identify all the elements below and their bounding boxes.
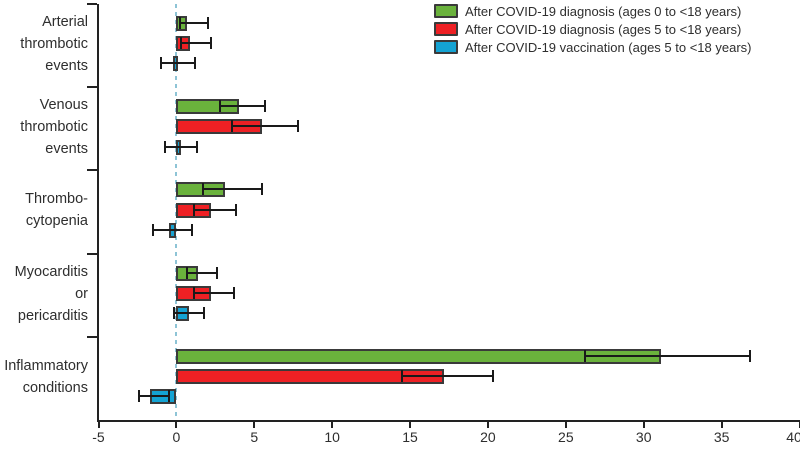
error-bar-line [160,62,196,65]
error-bar-line [187,271,217,274]
legend-item: After COVID-19 diagnosis (ages 5 to <18 … [434,20,752,38]
y-axis-group-tick [87,169,97,172]
error-bar-cap [152,223,155,236]
y-axis-group-tick [87,86,97,89]
y-axis-group-tick [87,335,97,338]
error-bar-line [153,228,192,231]
error-bar-cap [201,183,204,196]
error-bar-line [179,22,208,24]
x-axis-tick [175,422,178,428]
category-label: Venous thrombotic events [20,97,88,158]
x-axis-tick [253,422,256,428]
error-bar-cap [491,370,494,382]
error-bar-cap [167,390,170,403]
x-axis-tick [642,422,645,428]
x-tick-label: 10 [324,429,340,445]
error-bar-cap [190,223,193,236]
error-bar-cap [209,37,212,50]
error-bar-cap [186,266,189,279]
x-axis-tick [97,422,100,428]
x-tick-label: 15 [402,429,418,445]
x-tick-label: 35 [713,429,730,445]
error-bar-cap [138,390,140,403]
error-bar-cap [180,37,183,50]
x-tick-label: 40 [786,429,800,445]
x-tick-label: -5 [92,429,105,445]
error-bar-cap [233,286,236,299]
error-bar-line [402,375,493,377]
legend-key-swatch [434,40,458,54]
legend-item-label: After COVID-19 diagnosis (ages 0 to <18 … [465,3,742,19]
category-label: Inflammatory conditions [4,357,88,396]
error-bar-cap [231,120,234,133]
error-bar-cap [206,17,209,29]
x-tick-label: 5 [250,429,259,445]
legend-key-swatch [434,4,458,18]
y-axis-group-tick [87,3,97,5]
x-axis-tick [720,422,723,428]
error-bar-cap [583,349,586,362]
error-bar-cap [164,140,167,153]
error-bar-line [193,291,235,294]
error-bar-cap [219,100,221,113]
error-bar-cap [264,100,267,113]
category-label: Thrombo-cytopenia [25,191,88,230]
x-tick-label: 25 [558,429,574,445]
error-bar-cap [173,307,176,319]
x-axis [97,420,800,422]
error-bar-line [584,354,750,357]
error-bar-cap [192,286,195,299]
error-bar-line [165,145,197,148]
error-bar-cap [178,17,181,29]
category-label: Myocarditis or pericarditis [14,263,88,324]
x-tick-label: 30 [635,429,652,445]
x-axis-tick [486,422,489,428]
x-axis-tick [409,422,412,428]
error-bar-line [202,188,263,191]
category-label: Arterial thrombotic events [20,14,88,74]
x-tick-label: 20 [480,429,496,445]
error-bar-line [181,42,211,45]
legend-key-swatch [434,22,458,36]
error-bar-cap [261,183,264,196]
error-bar-cap [234,203,237,216]
error-bar-cap [195,140,198,153]
x-axis-tick [331,422,334,428]
x-axis-tick [564,422,567,428]
legend: After COVID-19 diagnosis (ages 0 to <18 … [434,2,752,56]
legend-item-label: After COVID-19 vaccination (ages 5 to <1… [465,39,752,55]
error-bar-line [220,105,266,108]
error-bar-line [174,312,204,314]
legend-item-label: After COVID-19 diagnosis (ages 5 to <18 … [465,21,742,37]
error-bar-line [193,208,236,211]
error-bar-line [139,395,169,398]
x-axis-tick [798,422,800,428]
x-tick-label: 0 [172,429,181,445]
error-bar-cap [215,266,218,279]
y-axis [97,4,99,420]
error-bar-cap [202,307,205,319]
error-bar-cap [192,203,195,216]
y-axis-group-tick [87,252,97,255]
error-bar-line [232,125,298,128]
legend-item: After COVID-19 vaccination (ages 5 to <1… [434,38,752,56]
legend-item: After COVID-19 diagnosis (ages 0 to <18 … [434,2,752,20]
error-bar-cap [401,370,404,382]
error-bar-cap [159,57,162,70]
error-bar-cap [296,120,299,133]
error-bar-cap [194,57,197,70]
error-bar-cap [748,349,751,362]
